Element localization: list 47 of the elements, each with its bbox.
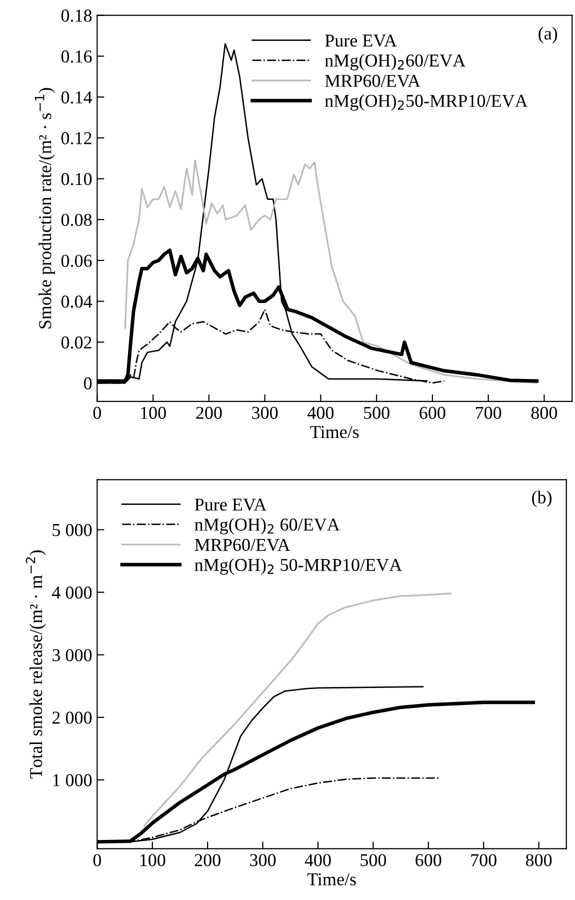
- y-tick-label: 0.02: [61, 336, 92, 349]
- legend-label: nMg(OH)$_{2}$ 50-MRP10/EVA: [194, 558, 402, 575]
- x-tick-label: 0: [93, 854, 101, 866]
- y-axis-title: Total smoke release/(m² · m$^{−2}$): [26, 550, 46, 779]
- y-tick-label: 5 000: [52, 524, 92, 536]
- y-axis-title: Smoke production rate/(m² · s$^{−1}$): [34, 88, 55, 328]
- y-tick-label: 0.10: [61, 172, 92, 186]
- legend-label: Pure EVA: [325, 34, 397, 47]
- y-tick-label: 0: [84, 377, 92, 390]
- x-tick-label: 400: [307, 406, 334, 419]
- x-tick-label: 0: [93, 406, 101, 419]
- y-tick-label: 1 000: [53, 774, 92, 786]
- legend-label: MRP60/EVA: [325, 74, 420, 88]
- annotation: (a): [538, 26, 558, 44]
- x-tick-label: 300: [252, 406, 278, 419]
- x-tick-label: 100: [141, 406, 166, 419]
- y-tick-label: 4 000: [52, 586, 92, 599]
- legend-label: nMg(OH)$_{2}$ 60/EVA: [194, 518, 340, 534]
- y-tick-label: 0.14: [61, 91, 92, 104]
- x-tick-label: 600: [420, 406, 446, 419]
- x-tick-label: 700: [476, 406, 502, 419]
- y-tick-label: 0.06: [61, 254, 92, 267]
- legend-label: Pure EVA: [194, 498, 267, 511]
- x-tick-label: 800: [531, 406, 558, 419]
- x-tick-label: 500: [360, 854, 386, 866]
- x-tick-label: 400: [304, 854, 331, 866]
- x-tick-label: 800: [526, 854, 552, 866]
- legend-label: nMg(OH)$_{2}$60/EVA: [324, 54, 466, 70]
- x-tick-label: 500: [364, 406, 390, 419]
- y-tick-label: 0.16: [61, 50, 92, 63]
- x-tick-label: 200: [194, 854, 220, 866]
- y-tick-label: 0.08: [61, 214, 92, 226]
- x-tick-label: 300: [250, 854, 276, 866]
- x-tick-label: 700: [471, 854, 496, 866]
- y-tick-label: 0.04: [61, 296, 92, 308]
- y-tick-label: 3 000: [52, 649, 92, 662]
- legend-label: nMg(OH)$_{2}$50-MRP10/EVA: [324, 94, 528, 111]
- legend-label: MRP60/EVA: [194, 538, 290, 552]
- x-axis-title: Time/s: [307, 873, 356, 886]
- y-tick-label: 0.12: [61, 132, 92, 144]
- x-axis-title: Time/s: [310, 426, 359, 438]
- x-tick-label: 100: [140, 854, 166, 866]
- y-tick-label: 0.18: [61, 10, 92, 22]
- annotation: (b): [532, 490, 552, 508]
- x-tick-label: 600: [416, 854, 442, 866]
- y-tick-label: 2 000: [52, 712, 92, 724]
- x-tick-label: 200: [196, 406, 222, 419]
